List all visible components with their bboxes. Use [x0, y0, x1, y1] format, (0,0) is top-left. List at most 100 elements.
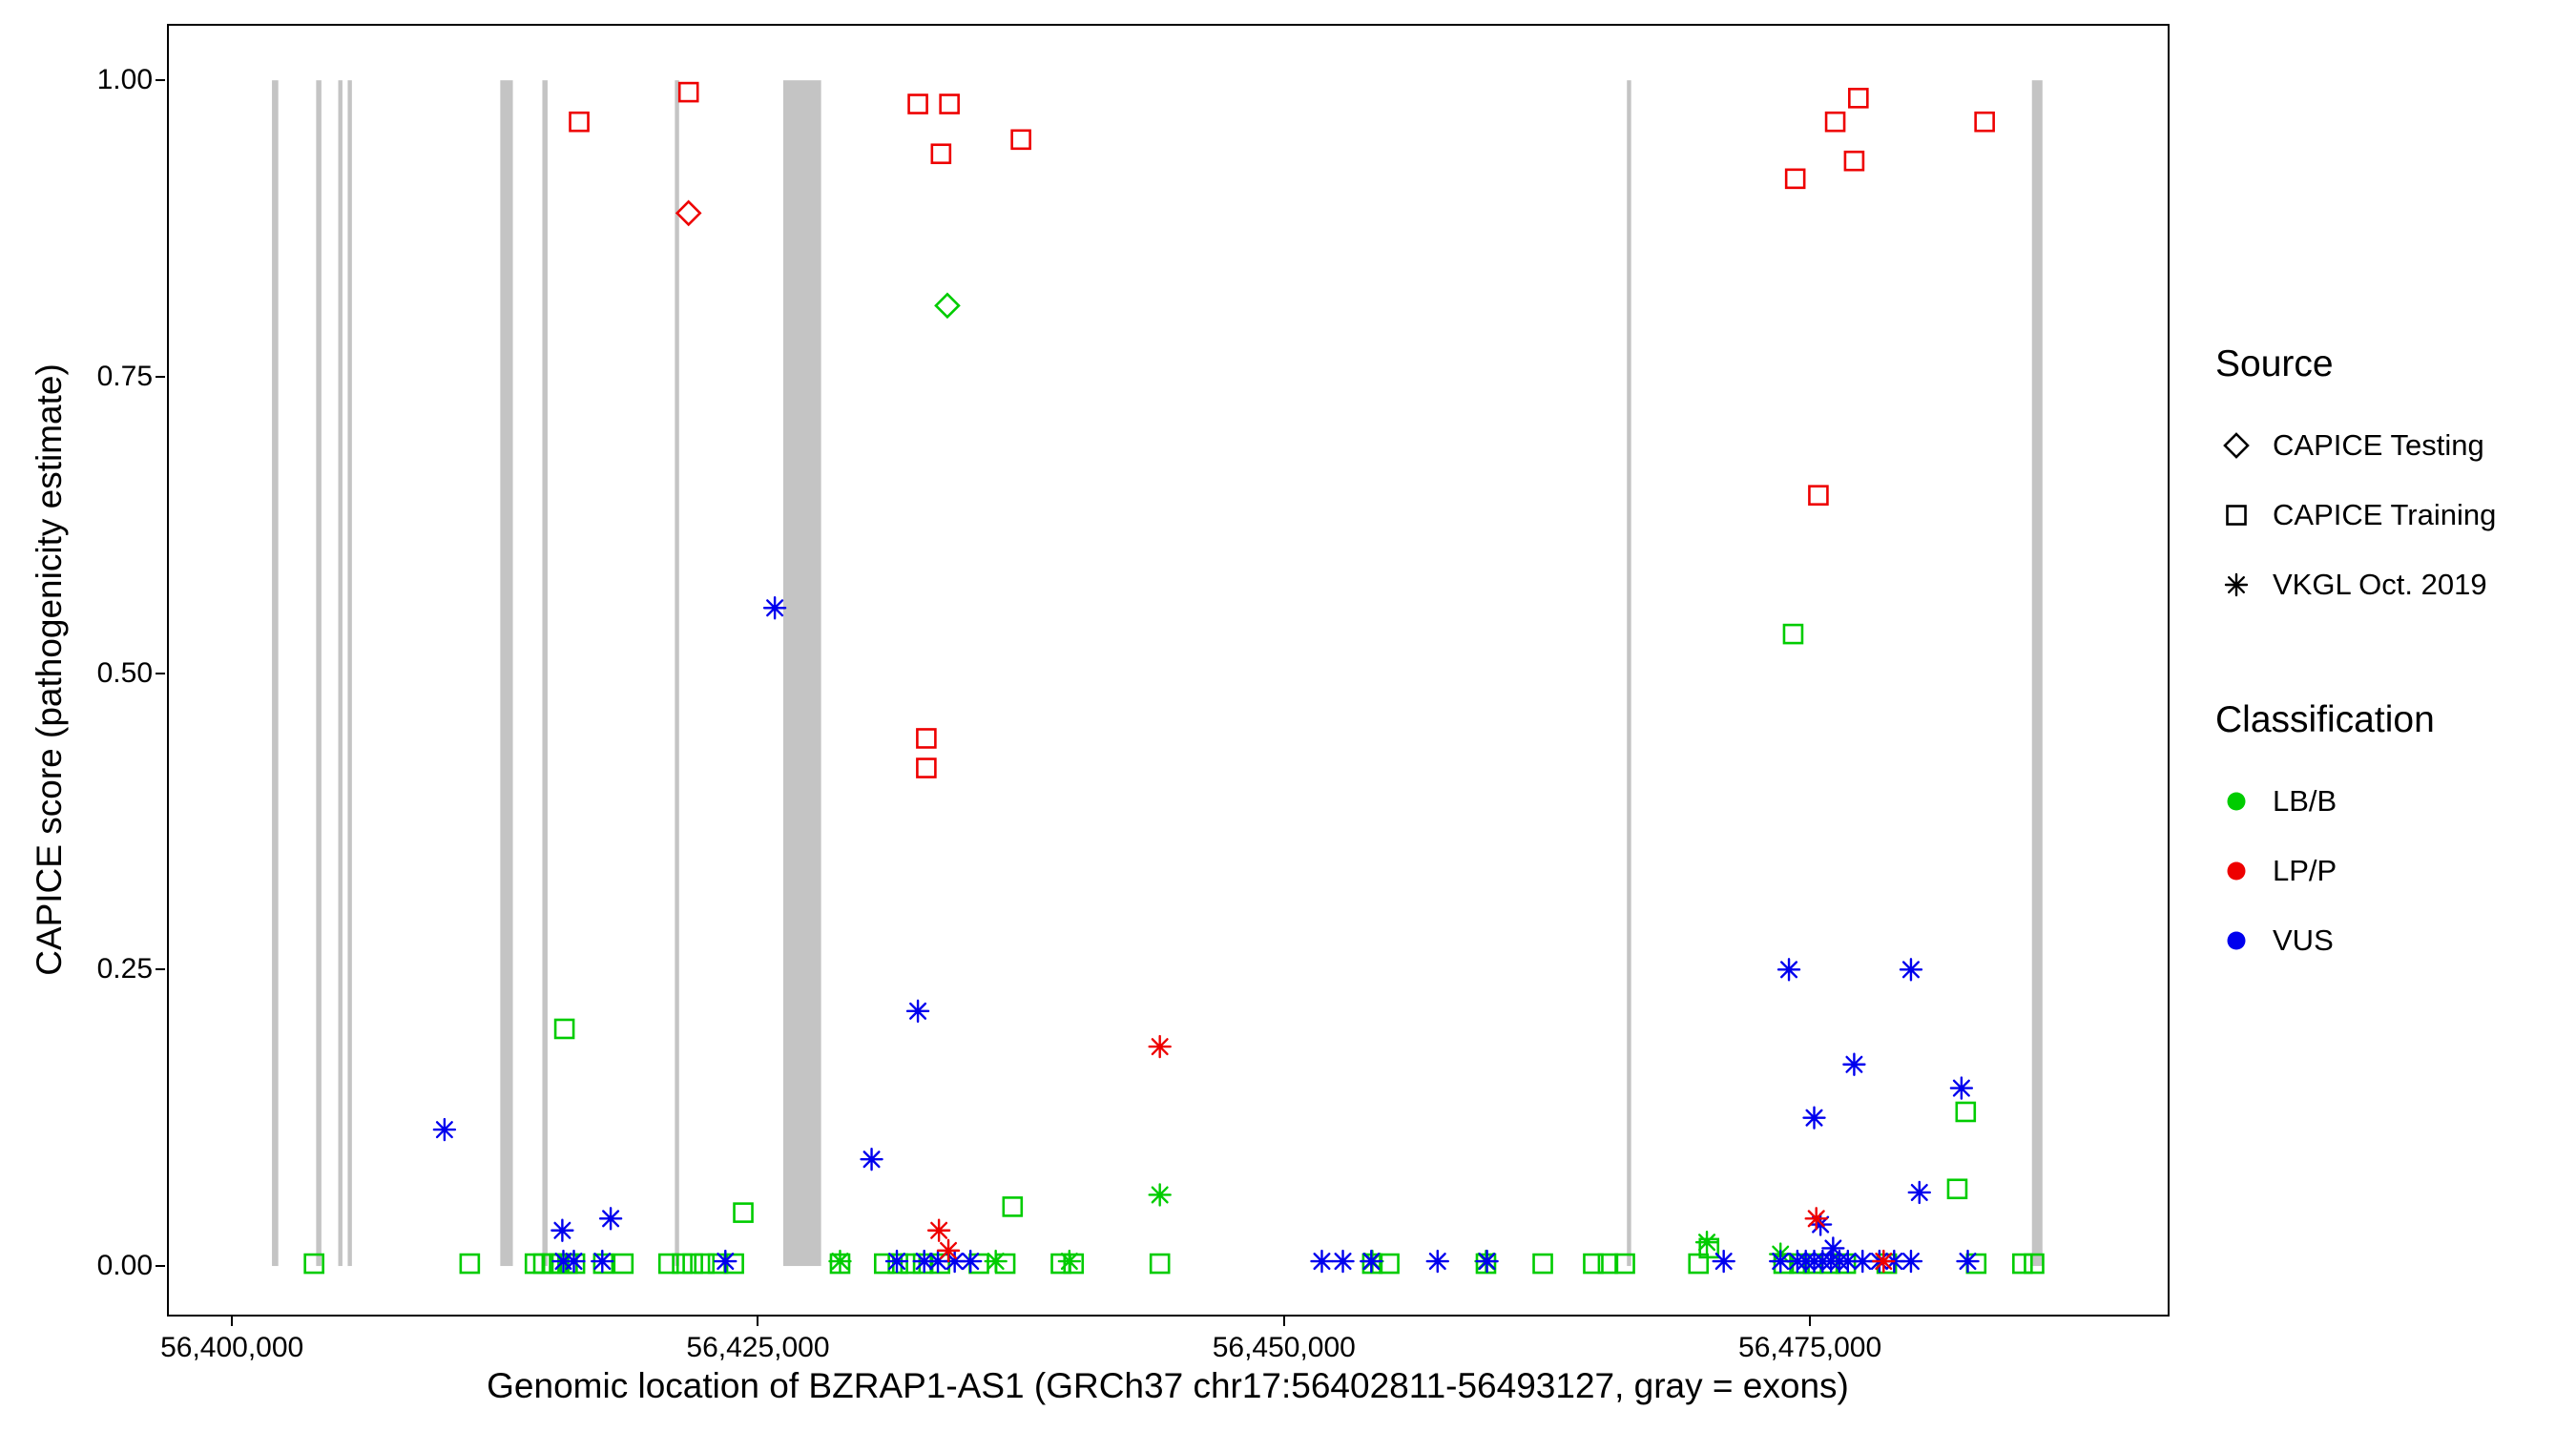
x-tick-mark [231, 1317, 234, 1326]
data-point [1836, 1249, 1859, 1274]
data-point [1425, 1249, 1449, 1274]
x-tick-mark [1809, 1317, 1812, 1326]
scatter-plot [272, 80, 2045, 1275]
data-point [900, 1253, 922, 1275]
data-point [1824, 111, 1846, 133]
legend-item-capice-testing: CAPICE Testing [2215, 410, 2570, 480]
data-point [591, 1249, 614, 1274]
color-dot-icon [2227, 861, 2246, 880]
data-point [1057, 1249, 1082, 1274]
data-point [1899, 1249, 1923, 1274]
legend-item-capice-training: CAPICE Training [2215, 480, 2570, 550]
data-point [939, 93, 960, 114]
y-tick-label: 0.50 [96, 656, 153, 689]
data-point [1712, 1249, 1735, 1274]
legend: Source CAPICE Testing CAPICE Training VKGL… [2215, 343, 2570, 975]
y-tick-mark [156, 1265, 165, 1268]
data-point [1475, 1249, 1499, 1274]
x-axis-title: Genomic location of BZRAP1-AS1 (GRCh37 c… [487, 1366, 1849, 1405]
legend-item-lp-p: LP/P [2215, 836, 2570, 905]
data-point [943, 1249, 966, 1274]
legend-item-label: VUS [2273, 923, 2334, 957]
data-point [1842, 1052, 1866, 1076]
data-point [1688, 1253, 1710, 1275]
exon-bar [338, 80, 343, 1267]
data-point [1821, 1236, 1845, 1260]
legend-item-label: LP/P [2273, 853, 2337, 887]
data-point [873, 1253, 895, 1275]
data-point [1955, 1101, 1977, 1123]
x-tick-label: 56,475,000 [1738, 1332, 1882, 1363]
legend-classification-items: LB/B LP/P VUS [2215, 766, 2570, 975]
data-point [613, 1253, 634, 1275]
data-point [934, 292, 961, 320]
data-point [1379, 1253, 1400, 1275]
data-point [984, 1249, 1008, 1274]
legend-icon-cell [2215, 425, 2257, 467]
data-point [929, 1253, 951, 1275]
data-point [714, 1249, 737, 1274]
legend-item-label: LB/B [2273, 783, 2337, 818]
color-dot [2227, 792, 2246, 810]
data-point [1360, 1249, 1383, 1274]
data-point [2223, 431, 2250, 459]
diamond-icon [2223, 431, 2250, 459]
data-point [672, 1253, 693, 1275]
color-dot [2227, 861, 2246, 880]
data-point [1949, 1076, 1974, 1100]
data-point [828, 1249, 852, 1274]
data-point [959, 1249, 983, 1274]
data-point [916, 728, 937, 749]
y-tick-label: 1.00 [96, 64, 153, 96]
data-point [1694, 1230, 1719, 1255]
data-point [432, 1117, 457, 1142]
data-point [1974, 111, 1995, 133]
x-tick-label: 56,450,000 [1212, 1332, 1356, 1363]
data-point [936, 1238, 961, 1263]
data-point [1802, 1106, 1826, 1130]
data-point [657, 1253, 679, 1275]
data-point [677, 81, 699, 103]
data-point [1597, 1253, 1619, 1275]
data-point [1148, 1183, 1172, 1207]
data-point [884, 1249, 909, 1274]
data-point [860, 1147, 883, 1172]
data-point [551, 1218, 574, 1242]
y-tick-mark [156, 672, 165, 674]
data-point [905, 999, 930, 1024]
legend-item-label: CAPICE Testing [2273, 427, 2484, 462]
data-point [1782, 623, 1804, 645]
data-point [1002, 1196, 1024, 1217]
x-tick-label: 56,425,000 [686, 1332, 830, 1363]
data-point [1532, 1253, 1553, 1275]
data-point [2024, 1253, 2045, 1275]
x-tick-mark [1282, 1317, 1285, 1326]
exon-bar [675, 80, 679, 1267]
data-point [1331, 1249, 1355, 1274]
data-point [733, 1202, 754, 1223]
data-point [1946, 1178, 1968, 1200]
color-dot [2227, 931, 2246, 949]
data-point [907, 93, 928, 114]
data-point [925, 1249, 950, 1274]
data-point [1843, 150, 1865, 172]
legend-item-vus: VUS [2215, 905, 2570, 975]
data-point [1956, 1249, 1980, 1274]
exon-bar [542, 80, 548, 1267]
data-point [1808, 1213, 1833, 1236]
data-point [912, 1249, 936, 1274]
legend-item-lb-b: LB/B [2215, 766, 2570, 836]
data-point [1808, 485, 1829, 506]
y-tick-mark [156, 375, 165, 378]
data-point [1851, 1249, 1875, 1274]
data-point [694, 1253, 716, 1275]
data-point [926, 1218, 951, 1242]
legend-item-label: CAPICE Training [2273, 497, 2497, 531]
exon-bar [347, 80, 352, 1267]
exon-bar [500, 80, 513, 1267]
data-point [1899, 958, 1923, 982]
exon-bar [1627, 80, 1631, 1267]
y-tick-mark [156, 79, 165, 82]
data-point [1872, 1249, 1896, 1274]
